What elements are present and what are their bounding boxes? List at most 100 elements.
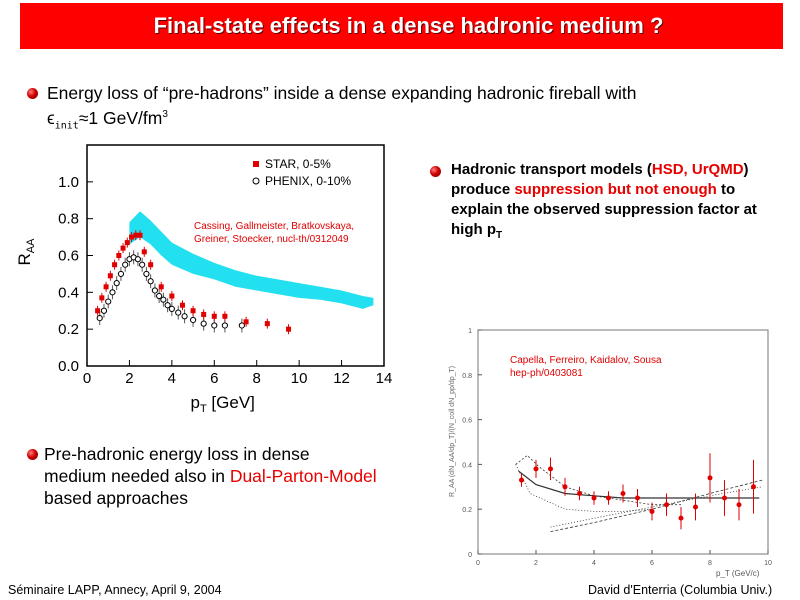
- x-axis-label: pT [GeV]: [191, 393, 255, 415]
- data-point-phenix: [181, 313, 188, 320]
- slide-title-bar: Final-state effects in a dense hadronic …: [20, 3, 783, 49]
- footer-left: Séminaire LAPP, Annecy, April 9, 2004: [8, 583, 222, 597]
- bullet2-part: suppression factor at high p: [451, 201, 757, 238]
- data-point-star: [286, 326, 292, 332]
- bullet2-part: enough: [662, 181, 717, 198]
- x-axis-label: p_T (GeV/c): [716, 569, 760, 578]
- bullet3-line2: medium needed also in Dual-Parton-Model: [44, 466, 377, 486]
- y-tick-label: 0.6: [58, 248, 79, 265]
- data-point-star: [169, 293, 175, 299]
- raa-chart: 0 2 4 6 8 10 12 14 0.0 0.2 0.4 0.6 0.8 1.0 RAA pT [GeV]…: [15, 144, 393, 415]
- data-point-phenix: [143, 270, 150, 278]
- bullet1-line2: ϵinit≈1 GeV/fm3: [47, 107, 168, 132]
- bullet3-line3: based approaches: [44, 488, 188, 508]
- data-point-phenix: [117, 270, 125, 278]
- data-point-star: [124, 240, 130, 246]
- data-point-phenix: [139, 261, 146, 268]
- data-point-star: [137, 232, 143, 238]
- dpm-highlight: Dual-Parton-Model: [229, 466, 377, 486]
- data-point-star: [243, 319, 249, 325]
- bullet2-part: ) produce: [451, 161, 749, 198]
- data-point-phenix: [164, 302, 171, 309]
- citation-line: hep-ph/0403081: [510, 368, 583, 379]
- bullet3-line1: Pre-hadronic energy loss in dense: [44, 444, 310, 464]
- data-point-star: [120, 245, 126, 251]
- data-point: [620, 491, 626, 497]
- legend-marker-star: [253, 161, 259, 167]
- bullet-text-prehadronic: Pre-hadronic energy loss in dense medium…: [44, 443, 444, 509]
- legend-label-phenix: PHENIX, 0-10%: [265, 174, 351, 188]
- data-point: [693, 504, 698, 510]
- data-point: [533, 466, 539, 472]
- data-point: [606, 495, 611, 501]
- y-tick-label: 0.8: [58, 211, 79, 228]
- data-point-star: [148, 262, 154, 268]
- x-tick-label: 10: [291, 370, 308, 387]
- x-tick-label: 0: [83, 370, 91, 387]
- data-point-star: [179, 302, 185, 308]
- data-point: [664, 502, 669, 508]
- citation-line: Capella, Ferreiro, Kaidalov, Sousa: [510, 355, 662, 366]
- slide-title: Final-state effects in a dense hadronic …: [153, 13, 664, 38]
- x-axis-label-sub: T: [200, 403, 207, 415]
- bullet-icon: [27, 88, 38, 99]
- data-point: [519, 477, 524, 483]
- bullet2-part: HSD,: [651, 161, 688, 178]
- x-tick-label: 0: [476, 560, 480, 567]
- band-hsd: [129, 211, 374, 309]
- data-point-phenix: [96, 315, 103, 322]
- x-tick-label: 10: [764, 560, 772, 567]
- x-tick-label: 4: [168, 370, 176, 387]
- y-axis-label: RAA: [15, 238, 37, 266]
- y-tick-label: 0.2: [462, 507, 472, 514]
- data-point-phenix: [147, 278, 154, 285]
- data-point-phenix: [175, 309, 182, 316]
- model-curve-dash: [515, 454, 681, 506]
- y-tick-label: 0.4: [58, 284, 79, 301]
- data-point-phenix: [134, 256, 142, 263]
- x-tick-label: 2: [534, 560, 538, 567]
- data-point-phenix: [189, 316, 197, 324]
- data-point-phenix: [122, 261, 129, 268]
- data-point-star: [211, 313, 217, 319]
- data-point: [736, 502, 742, 508]
- bullet-text-energy-loss: Energy loss of “pre-hadrons” inside a de…: [47, 82, 777, 137]
- data-point-phenix: [100, 307, 108, 314]
- data-point-phenix: [211, 322, 218, 329]
- bullet-icon: [430, 166, 441, 177]
- y-tick-label: 0.8: [462, 373, 472, 380]
- dpm-chart: 0 2 4 6 8 10 0 0.2 0.4 0.6 0.8 1 R_AA (dN_AA/dp_T)/(…: [449, 328, 772, 578]
- model-curve-rising: [550, 486, 763, 528]
- data-point: [577, 491, 582, 497]
- data-point-star: [141, 249, 147, 255]
- bullet2-part: T: [496, 230, 503, 241]
- y-tick-label: 0.4: [462, 462, 472, 469]
- y-axis-label-sub: AA: [25, 238, 37, 253]
- x-tick-label: 8: [708, 560, 712, 567]
- bullet-text-transport: Hadronic transport models (HSD, UrQMD) p…: [451, 160, 781, 246]
- x-axis-label-unit: [GeV]: [207, 393, 255, 412]
- data-point-star: [133, 232, 139, 238]
- data-point-star: [264, 321, 270, 327]
- data-point-phenix: [151, 287, 158, 294]
- legend-label-star: STAR, 0-5%: [265, 157, 331, 171]
- data-point: [548, 466, 553, 472]
- citation-line: Greiner, Stoecker, nucl-th/0312049: [194, 234, 349, 245]
- x-tick-label: 4: [592, 560, 596, 567]
- data-point-phenix: [221, 322, 228, 329]
- data-point-star: [95, 308, 101, 314]
- data-point-star: [99, 295, 105, 301]
- x-tick-label: 14: [376, 370, 393, 387]
- data-point: [649, 508, 655, 514]
- y-tick-label: 0.6: [462, 418, 472, 425]
- data-point: [562, 484, 568, 490]
- data-point-phenix: [113, 280, 120, 287]
- plot-frame: [477, 329, 769, 555]
- data-point-star: [103, 284, 109, 290]
- bullet2-part: UrQMD: [691, 161, 744, 178]
- data-point: [591, 495, 597, 501]
- plot-frame: [86, 144, 385, 367]
- y-axis-label: R_AA (dN_AA/dp_T)/(N_coll dN_pp/dp_T): [449, 366, 456, 497]
- model-curve-rising-2: [550, 479, 763, 532]
- data-point-star: [112, 262, 118, 268]
